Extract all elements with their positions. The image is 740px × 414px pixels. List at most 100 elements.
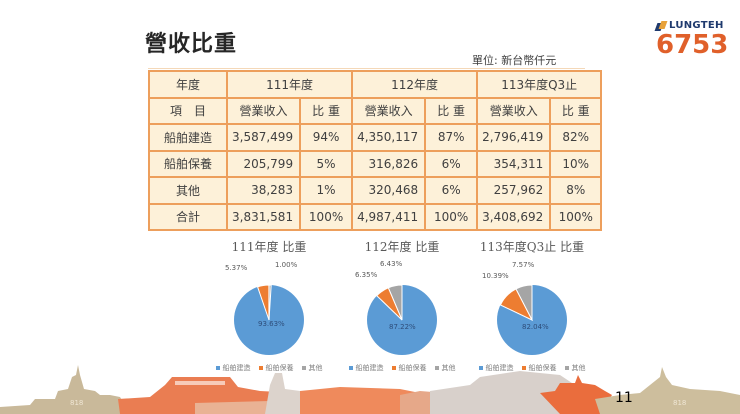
header-cell: 營業收入 (351, 96, 427, 125)
table-subheader-row: 項 目 營業收入 比 重 營業收入 比 重 營業收入 比 重 (148, 96, 603, 125)
pie-title: 113年度Q3止 比重 (479, 240, 585, 254)
ratio-cell: 82% (549, 123, 603, 152)
ratio-cell: 87% (424, 123, 479, 152)
revenue-cell: 3,831,581 (225, 202, 302, 231)
legend-label: 其他 (308, 364, 323, 372)
header-cell: 營業收入 (225, 96, 302, 125)
header-cell: 比 重 (299, 96, 354, 125)
legend-label: 其他 (571, 364, 586, 372)
other-percent: 7.57% (512, 261, 535, 269)
ratio-cell: 100% (424, 202, 479, 231)
revenue-cell: 354,311 (476, 149, 552, 178)
legend-swatch-icon (478, 366, 483, 370)
row-label: 船舶建造 (148, 123, 228, 152)
pie-graphic (367, 284, 437, 355)
pie-legend: 船舶建造 船舶保養 其他 (189, 363, 349, 373)
header-cell: 111年度 (225, 70, 354, 99)
legend-swatch-icon (215, 366, 220, 370)
revenue-cell: 205,799 (225, 149, 302, 178)
legend-item: 船舶保養 (258, 363, 294, 373)
header-cell: 112年度 (351, 70, 479, 99)
page-title: 營收比重 (145, 32, 238, 57)
pie-chart-113q3: 113年度Q3止 比重 10.39% 7.57% 82.04% 船舶建造 船舶保… (452, 238, 612, 378)
legend-label: 船舶建造 (222, 364, 251, 372)
revenue-cell: 320,468 (351, 176, 427, 205)
header-cell: 營業收入 (476, 96, 552, 125)
legend-item: 船舶保養 (391, 363, 427, 373)
row-label: 其他 (148, 176, 228, 205)
table-row: 船舶建造 3,587,499 94% 4,350,117 87% 2,796,4… (148, 123, 603, 152)
other-percent: 6.43% (380, 260, 403, 268)
revenue-cell: 2,796,419 (476, 123, 552, 152)
building-percent: 87.22% (389, 323, 416, 331)
legend-swatch-icon (348, 366, 353, 370)
pie-legend: 船舶建造 船舶保養 其他 (322, 363, 482, 373)
revenue-cell: 3,587,499 (225, 123, 302, 152)
table-row: 其他 38,283 1% 320,468 6% 257,962 8% (148, 176, 603, 205)
ratio-cell: 100% (299, 202, 354, 231)
revenue-cell: 257,962 (476, 176, 552, 205)
legend-label: 船舶建造 (355, 364, 384, 372)
legend-label: 船舶保養 (265, 364, 294, 372)
revenue-cell: 4,350,117 (351, 123, 427, 152)
company-logo: LUNGTEH 6753 (654, 20, 729, 60)
pie-graphic (497, 284, 567, 355)
page-number: 11 (615, 390, 633, 406)
revenue-cell: 3,408,692 (476, 202, 552, 231)
legend-label: 其他 (441, 364, 456, 372)
legend-item: 船舶建造 (215, 363, 251, 373)
legend-label: 船舶建造 (485, 364, 514, 372)
legend-swatch-icon (301, 366, 306, 370)
ratio-cell: 6% (424, 176, 479, 205)
revenue-cell: 38,283 (225, 176, 302, 205)
legend-item: 船舶保養 (521, 363, 557, 373)
maintenance-percent: 5.37% (225, 264, 248, 272)
header-cell: 年度 (148, 70, 228, 99)
building-percent: 93.63% (258, 320, 285, 328)
building-percent: 82.04% (522, 323, 549, 331)
legend-label: 船舶保養 (398, 364, 427, 372)
legend-item: 其他 (301, 363, 323, 373)
stock-code: 6753 (656, 30, 729, 60)
legend-swatch-icon (258, 366, 263, 370)
legend-item: 其他 (434, 363, 456, 373)
pie-title: 111年度 比重 (231, 240, 307, 254)
hull-number: 818 (70, 399, 83, 407)
pie-chart-111: 111年度 比重 5.37% 1.00% 93.63% 船舶建造 船舶保養 其他 (189, 238, 349, 378)
logo-text: LUNGTEH (669, 20, 724, 31)
pie-chart-112: 112年度 比重 6.35% 6.43% 87.22% 船舶建造 船舶保養 其他 (322, 238, 482, 378)
pie-title: 112年度 比重 (364, 240, 440, 254)
header-cell: 比 重 (549, 96, 603, 125)
ratio-cell: 6% (424, 149, 479, 178)
revenue-cell: 316,826 (351, 149, 427, 178)
title-divider (148, 68, 585, 69)
ratio-cell: 94% (299, 123, 354, 152)
table-total-row: 合計 3,831,581 100% 4,987,411 100% 3,408,6… (148, 202, 603, 231)
other-percent: 1.00% (275, 261, 298, 269)
pie-graphic (234, 284, 304, 355)
maintenance-percent: 10.39% (482, 272, 509, 280)
header-cell: 113年度Q3止 (476, 70, 603, 99)
ratio-cell: 5% (299, 149, 354, 178)
revenue-cell: 4,987,411 (351, 202, 427, 231)
ratio-cell: 10% (549, 149, 603, 178)
row-label: 合計 (148, 202, 228, 231)
header-cell: 項 目 (148, 96, 228, 125)
legend-swatch-icon (564, 366, 569, 370)
header-cell: 比 重 (424, 96, 479, 125)
legend-swatch-icon (434, 366, 439, 370)
row-label: 船舶保養 (148, 149, 228, 178)
legend-item: 船舶建造 (348, 363, 384, 373)
table-header-row: 年度 111年度 112年度 113年度Q3止 (148, 70, 603, 99)
hull-number: 818 (673, 399, 686, 407)
ships-footer-illustration: 818 818 (0, 365, 740, 414)
legend-item: 其他 (564, 363, 586, 373)
ratio-cell: 8% (549, 176, 603, 205)
legend-swatch-icon (391, 366, 396, 370)
revenue-table: 年度 111年度 112年度 113年度Q3止 項 目 營業收入 比 重 營業收… (148, 70, 603, 231)
legend-item: 船舶建造 (478, 363, 514, 373)
ratio-cell: 100% (549, 202, 603, 231)
legend-label: 船舶保養 (528, 364, 557, 372)
pie-legend: 船舶建造 船舶保養 其他 (452, 363, 612, 373)
unit-label: 單位: 新台幣仟元 (472, 54, 557, 67)
